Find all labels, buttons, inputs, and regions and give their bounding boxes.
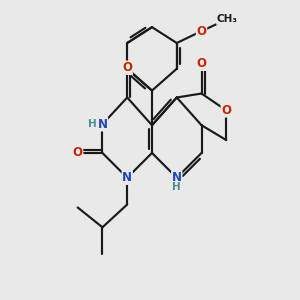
Text: N: N: [122, 171, 132, 184]
Text: O: O: [196, 25, 206, 38]
Text: O: O: [122, 61, 132, 74]
Text: O: O: [73, 146, 83, 160]
Text: N: N: [98, 118, 107, 131]
Text: N: N: [172, 171, 182, 184]
Text: H: H: [172, 182, 181, 192]
Text: O: O: [221, 104, 231, 117]
Text: CH₃: CH₃: [217, 14, 238, 24]
Text: H: H: [88, 119, 97, 129]
Text: O: O: [196, 57, 206, 70]
